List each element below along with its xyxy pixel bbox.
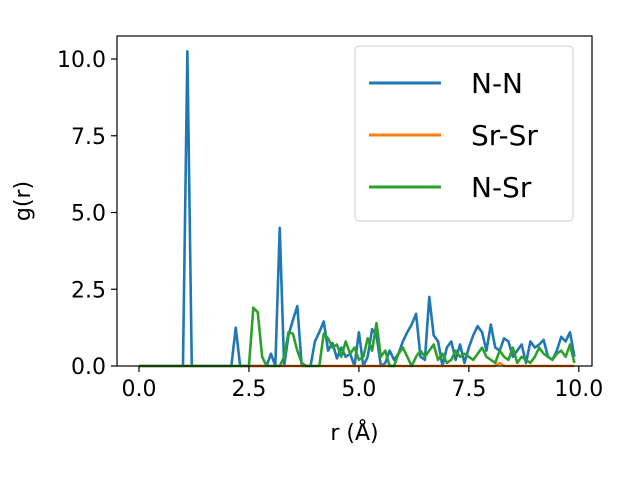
y-tick-label: 5.0 [71, 202, 106, 227]
x-axis-ticks: 0.0 2.5 5.0 7.5 10.0 [121, 366, 603, 402]
legend-label-sr-sr: Sr-Sr [471, 119, 538, 152]
y-tick-label: 10.0 [57, 48, 106, 73]
x-axis-label: r (Å) [330, 419, 378, 446]
x-tick-label: 10.0 [554, 377, 603, 402]
series-line-n-sr [138, 306, 576, 368]
axes-frame [116, 35, 593, 367]
x-tick-label: 0.0 [121, 377, 156, 402]
x-tick-label: 2.5 [231, 377, 266, 402]
legend-label-n-n: N-N [471, 67, 523, 100]
y-axis-ticks: 0.0 2.5 5.0 7.5 10.0 [57, 48, 117, 380]
y-tick-label: 0.0 [71, 355, 106, 380]
legend-label-n-sr: N-Sr [471, 171, 532, 204]
y-tick-label: 2.5 [71, 278, 106, 303]
x-tick-label: 5.0 [341, 377, 376, 402]
legend: N-N Sr-Sr N-Sr [354, 45, 574, 222]
y-tick-label: 7.5 [71, 125, 106, 150]
x-tick-label: 7.5 [451, 377, 486, 402]
legend-box [354, 45, 574, 222]
y-axis-label: g(r) [11, 181, 36, 221]
